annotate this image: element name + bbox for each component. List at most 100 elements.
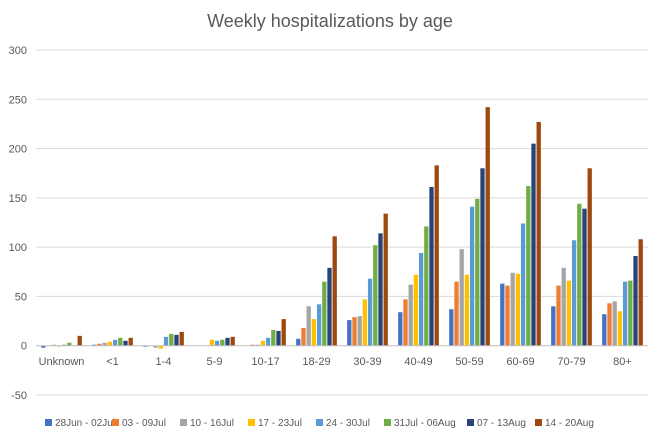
legend-label: 31Jul - 06Aug (394, 418, 456, 429)
bar (459, 249, 464, 346)
bar (301, 327, 306, 346)
bar (515, 273, 521, 346)
legend: 28Jun - 02Jul 03 - 09Jul 10 - 16Jul 17 - 23… (45, 418, 594, 429)
x-tick-label: 1-4 (156, 356, 172, 368)
legend-label: 17 - 23Jul (258, 418, 302, 429)
bar (179, 331, 184, 346)
bar (424, 226, 429, 346)
bar (77, 335, 82, 346)
bar (505, 285, 510, 346)
x-tick-label: 30-39 (353, 356, 381, 368)
bar (633, 256, 638, 346)
bar (434, 165, 439, 346)
bar (367, 278, 373, 346)
bar (265, 337, 271, 346)
bar (373, 245, 378, 346)
bar (520, 223, 526, 346)
legend-label: 03 - 09Jul (122, 418, 166, 429)
bar (352, 317, 357, 346)
y-tick-label: 150 (9, 193, 27, 205)
bar (311, 319, 317, 346)
bar (209, 339, 215, 346)
bar (225, 337, 230, 346)
bar (464, 274, 470, 346)
x-tick-label: 60-69 (506, 356, 534, 368)
bar (398, 312, 403, 346)
chart-title: Weekly hospitalizations by age (207, 11, 453, 31)
y-tick-label: 100 (9, 242, 27, 254)
legend-swatch (248, 419, 255, 426)
bar (449, 309, 454, 346)
bar (214, 340, 220, 346)
bar (316, 304, 322, 346)
bar (536, 121, 541, 346)
bar (260, 340, 266, 346)
bar (378, 233, 383, 346)
bar (163, 336, 169, 346)
bar (480, 168, 485, 346)
legend-swatch (467, 419, 474, 426)
bar (510, 272, 515, 346)
legend-label: 10 - 16Jul (190, 418, 234, 429)
bar (102, 342, 107, 346)
bar (107, 341, 113, 346)
x-tick-label: 70-79 (557, 356, 585, 368)
bar (383, 213, 388, 346)
bar (118, 337, 123, 346)
bar (617, 311, 623, 346)
bar (357, 316, 362, 346)
bar (306, 306, 311, 346)
bar (281, 319, 286, 346)
bar (174, 334, 179, 346)
bar (612, 301, 617, 346)
bar (271, 329, 276, 346)
bar (276, 330, 281, 346)
bar (577, 203, 582, 346)
legend-swatch (45, 419, 52, 426)
legend-swatch (535, 419, 542, 426)
bar (454, 281, 459, 346)
bar (347, 320, 352, 346)
bar (128, 337, 133, 346)
legend-label: 24 - 30Jul (326, 418, 370, 429)
bar (531, 143, 536, 346)
bar (622, 281, 628, 346)
y-tick-label: 200 (9, 144, 27, 156)
bar (220, 339, 225, 346)
y-tick-label: 300 (9, 45, 27, 57)
x-tick-label: 50-59 (455, 356, 483, 368)
legend-label: 07 - 13Aug (477, 418, 526, 429)
legend-swatch (316, 419, 323, 426)
bar (403, 299, 408, 346)
bar (485, 107, 490, 346)
bar (332, 236, 337, 346)
legend-swatch (112, 419, 119, 426)
legend-swatch (180, 419, 187, 426)
bar (556, 285, 561, 346)
gridlines (36, 49, 648, 396)
bar (571, 240, 577, 346)
y-axis-labels: -50 0 50 100 150 200 250 300 (9, 45, 27, 402)
bar (475, 198, 480, 346)
x-axis-labels: Unknown <1 1-4 5-9 10-17 18-29 30-39 40-49 50-59… (39, 356, 632, 368)
bar (41, 345, 46, 348)
bar (500, 283, 505, 346)
bar (67, 342, 72, 346)
bar (628, 280, 633, 346)
bar (607, 303, 612, 346)
y-tick-label: -50 (11, 390, 27, 402)
legend-label: 14 - 20Aug (545, 418, 594, 429)
bar (112, 339, 118, 346)
x-tick-label: 18-29 (302, 356, 330, 368)
y-tick-label: 250 (9, 94, 27, 106)
bars (41, 107, 643, 349)
x-tick-label: 5-9 (207, 356, 223, 368)
bar (526, 186, 531, 346)
x-tick-label: Unknown (39, 356, 85, 368)
bar (587, 168, 592, 346)
bar (469, 206, 475, 346)
bar (408, 284, 413, 346)
bar (551, 306, 556, 346)
bar (602, 314, 607, 346)
